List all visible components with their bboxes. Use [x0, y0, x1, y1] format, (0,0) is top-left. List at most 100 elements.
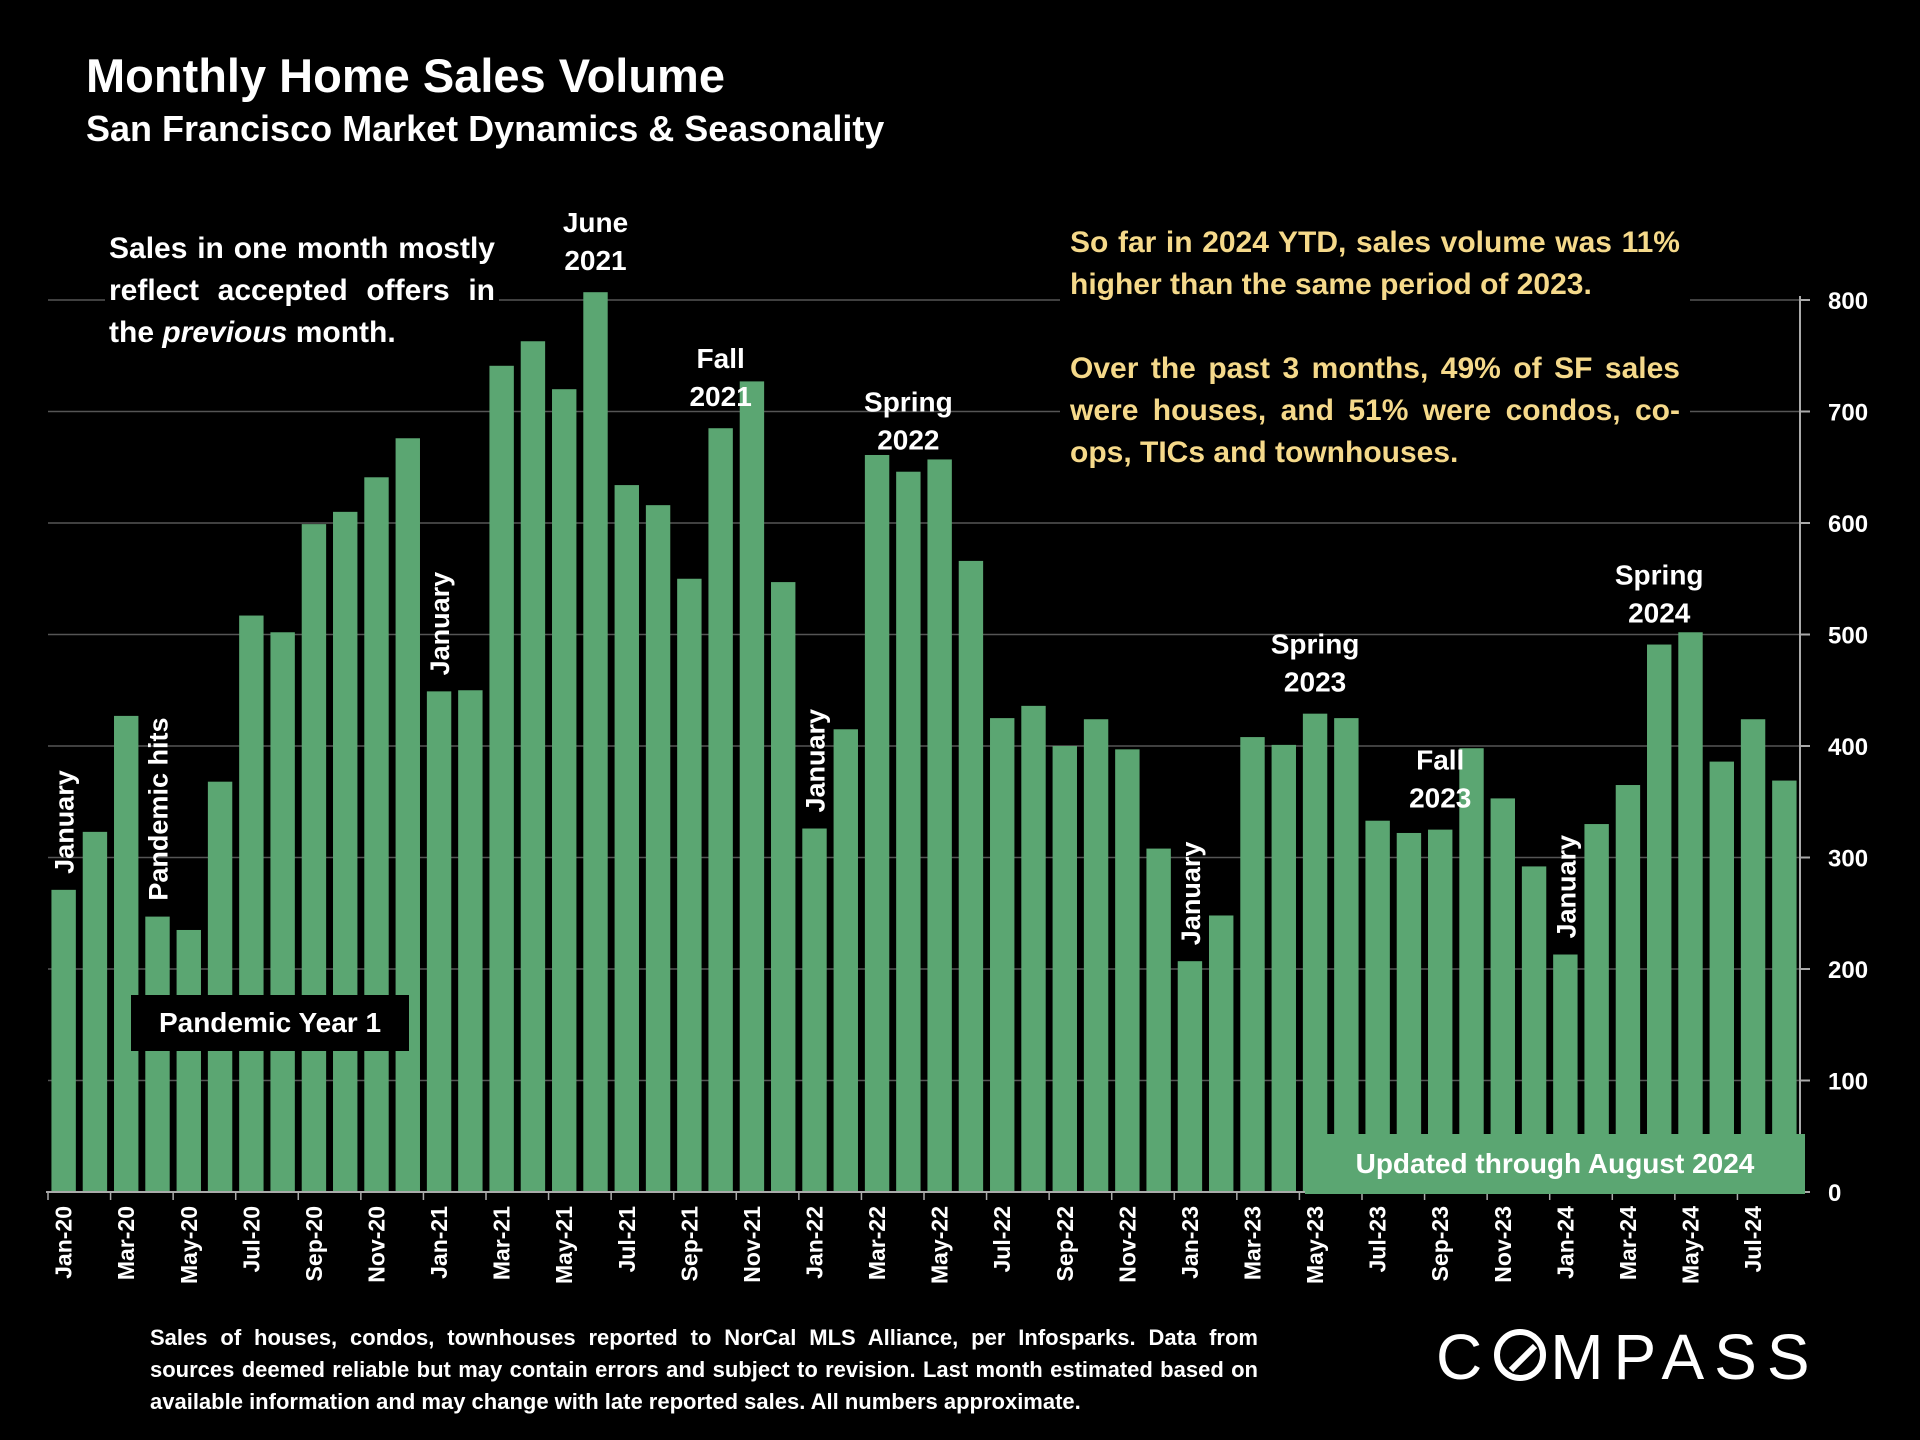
bar [239, 615, 264, 1192]
bar [1428, 829, 1453, 1192]
bar [426, 691, 452, 1192]
x-tick-label: Jan-20 [51, 1206, 77, 1279]
x-tick-label: Nov-20 [364, 1206, 390, 1283]
bar [51, 889, 76, 1192]
bar [364, 477, 389, 1192]
vertical-annotation: January [801, 709, 831, 813]
bar [708, 428, 733, 1193]
note-right-ytd: So far in 2024 YTD, sales volume was 11%… [1070, 226, 1680, 301]
y-tick-label: 300 [1828, 846, 1868, 873]
x-tick-label: Jan-21 [426, 1206, 452, 1279]
bar [1083, 719, 1109, 1192]
bar [1209, 915, 1234, 1192]
vertical-annotation: Pandemic hits [144, 718, 174, 901]
compass-o-logo-icon [1494, 1329, 1547, 1381]
note-left: Sales in one month mostly reflect accept… [105, 226, 499, 356]
bar [1678, 632, 1703, 1192]
bar [583, 292, 608, 1192]
annotation-label: Fall [1416, 745, 1464, 776]
y-tick-label: 200 [1828, 957, 1868, 984]
y-tick-label: 600 [1828, 511, 1868, 538]
bar [739, 381, 765, 1192]
y-tick-label: 500 [1828, 623, 1868, 650]
note-right: So far in 2024 YTD, sales volume was 11%… [1060, 220, 1690, 482]
bar [145, 916, 170, 1192]
annotation-label: 2022 [877, 425, 939, 456]
annotation-label: 2023 [1284, 667, 1346, 698]
bar [1240, 737, 1265, 1192]
vertical-annotation: January [50, 770, 80, 874]
bar [1271, 744, 1296, 1192]
bar [896, 471, 921, 1193]
note-left-text-2: month. [287, 316, 396, 349]
annotation-label: 2021 [689, 381, 751, 412]
bar [1115, 749, 1140, 1192]
x-tick-label: Nov-22 [1114, 1206, 1140, 1283]
bar [1146, 848, 1171, 1192]
bar [1177, 961, 1203, 1192]
bar [864, 454, 890, 1192]
vertical-annotation: January [425, 572, 455, 676]
annotation-label: Fall [697, 343, 745, 374]
bar [552, 389, 577, 1192]
y-tick-label: 800 [1828, 288, 1868, 315]
x-tick-label: Mar-21 [489, 1206, 515, 1280]
bar [333, 511, 358, 1193]
note-left-text-1: Sales in one month mostly reflect accept… [109, 232, 495, 349]
bar [176, 929, 201, 1192]
annotation-label: 2023 [1409, 783, 1471, 814]
vertical-annotation: January [1551, 835, 1581, 939]
x-tick-label: Jan-22 [802, 1206, 828, 1279]
bar [1490, 798, 1515, 1192]
bar [771, 582, 796, 1192]
annotation-label: June [563, 207, 628, 238]
updated-badge: Updated through August 2024 [1305, 1134, 1805, 1194]
logo-letters: MPASS [1550, 1321, 1820, 1393]
bar [1740, 719, 1766, 1192]
vertical-annotation: January [1176, 842, 1206, 946]
x-tick-label: Sep-23 [1427, 1206, 1453, 1281]
bar [614, 485, 639, 1193]
x-tick-label: Jul-20 [238, 1206, 264, 1272]
bar [802, 828, 827, 1192]
x-tick-label: Jan-23 [1177, 1206, 1203, 1279]
x-tick-label: Jan-24 [1552, 1206, 1578, 1279]
footnote: Sales of houses, condos, townhouses repo… [150, 1325, 1258, 1414]
bar [1615, 785, 1641, 1192]
x-tick-label: Mar-20 [113, 1206, 139, 1280]
bar [1052, 746, 1077, 1192]
logo-letter-c: C [1436, 1321, 1493, 1393]
x-tick-label: Jul-24 [1740, 1206, 1766, 1273]
bar [958, 560, 984, 1192]
x-tick-label: Mar-22 [864, 1206, 890, 1280]
compass-logo: C MPASS [1436, 1320, 1820, 1394]
chart-title: Monthly Home Sales Volume [86, 49, 725, 102]
annotation-label: Spring [864, 387, 953, 418]
x-tick-label: Sep-21 [676, 1206, 702, 1282]
bar [301, 524, 327, 1192]
bar [1709, 761, 1734, 1192]
x-tick-label: Mar-23 [1240, 1206, 1266, 1280]
bar [520, 341, 546, 1192]
chart-subtitle: San Francisco Market Dynamics & Seasonal… [86, 108, 885, 149]
bar [1647, 644, 1672, 1192]
x-tick-label: Sep-20 [301, 1206, 327, 1281]
x-tick-label: Jul-21 [614, 1206, 640, 1273]
bar [82, 831, 108, 1192]
bar [990, 718, 1015, 1192]
bar [395, 438, 420, 1192]
x-tick-label: May-22 [927, 1206, 953, 1284]
bar [927, 459, 952, 1192]
x-tick-label: Nov-23 [1490, 1206, 1516, 1283]
y-tick-label: 0 [1828, 1180, 1841, 1207]
bar [270, 632, 295, 1192]
y-tick-label: 100 [1828, 1069, 1868, 1096]
y-tick-label: 700 [1828, 400, 1868, 427]
bar [1365, 820, 1390, 1192]
bar [1584, 824, 1609, 1192]
bar [1021, 705, 1046, 1192]
bar [1302, 713, 1328, 1192]
bar [489, 365, 514, 1192]
x-tick-label: Jul-22 [989, 1206, 1015, 1272]
x-tick-label: Mar-24 [1615, 1206, 1641, 1280]
